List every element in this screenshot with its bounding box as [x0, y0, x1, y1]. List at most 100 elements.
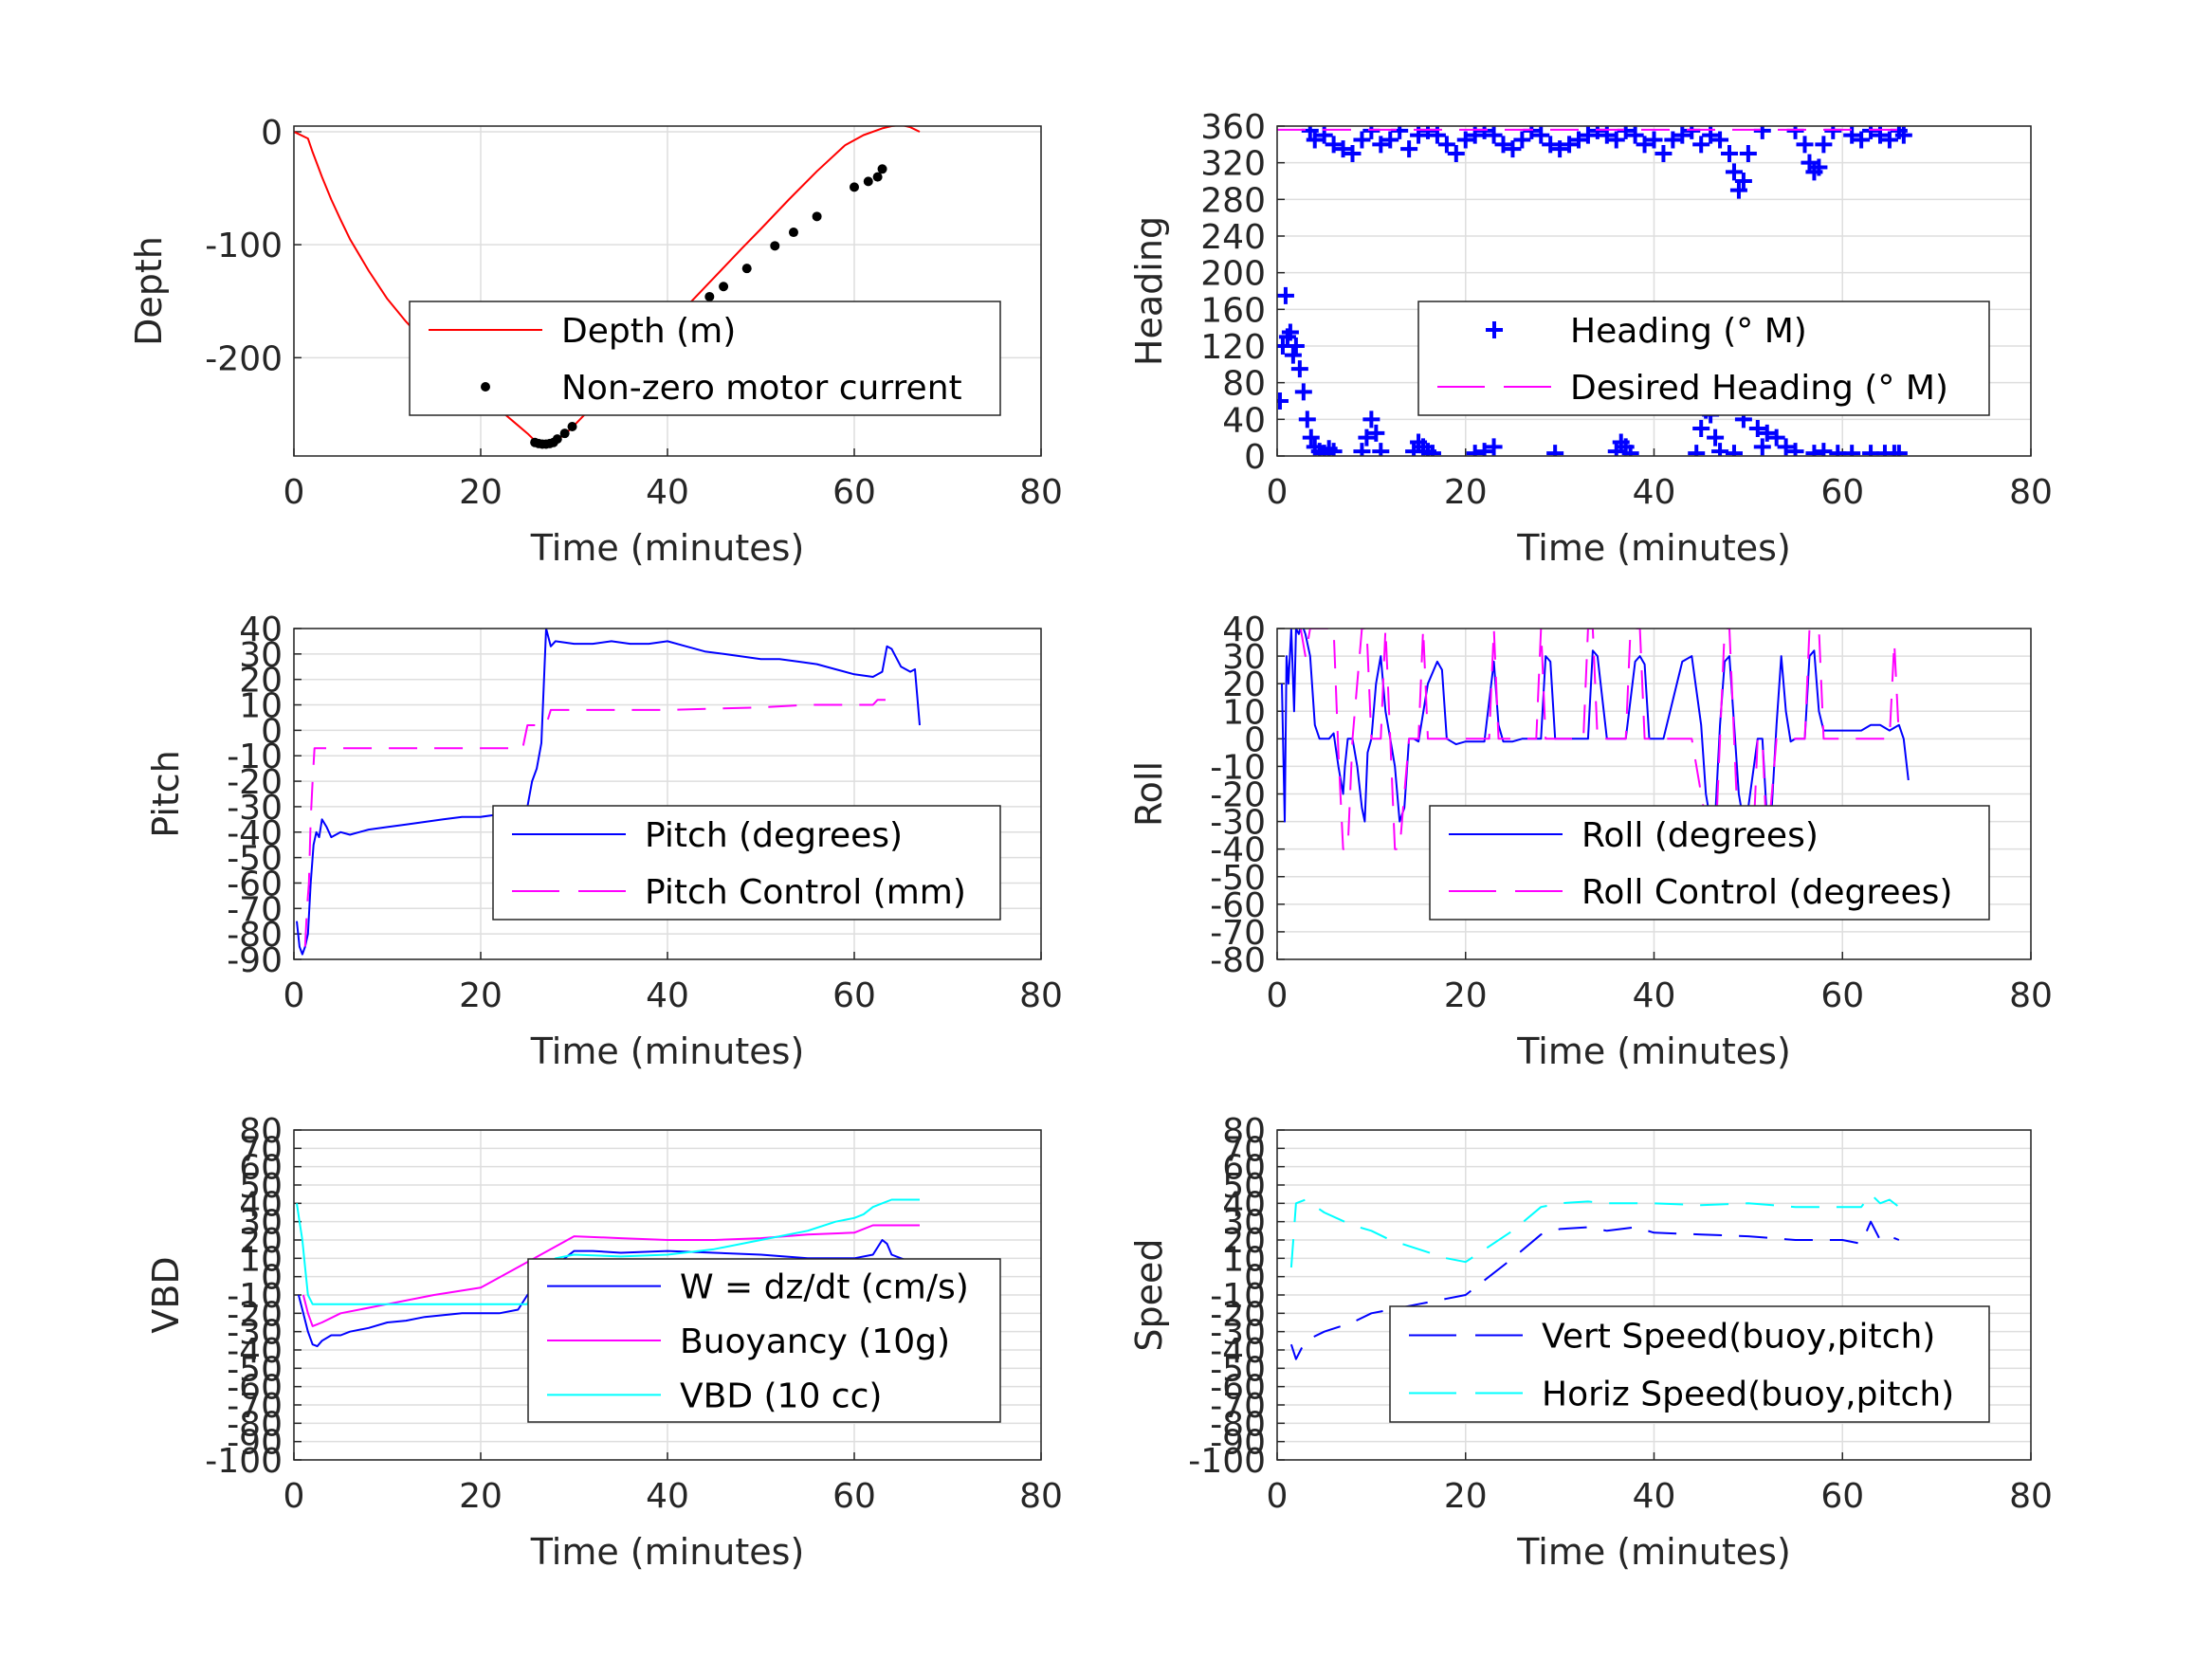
y-tick-label: -80: [1210, 1405, 1266, 1444]
pitch-plot-area: [296, 629, 921, 956]
y-tick-label: -30: [1210, 804, 1266, 843]
y-tick-label: -60: [227, 1369, 283, 1408]
y-tick-label: -20: [1210, 776, 1266, 815]
legend-label: Non-zero motor current: [561, 369, 962, 408]
depth-legend: Depth (m) Non-zero motor current: [409, 301, 1001, 416]
legend-label: Heading (° M): [1570, 312, 1807, 351]
data-point: [863, 176, 873, 187]
data-point: [1880, 131, 1898, 149]
y-tick-label: -50: [227, 840, 283, 879]
data-point: [704, 291, 715, 301]
series-line: [296, 629, 921, 956]
pitch-x-axis-label: Time (minutes): [530, 1030, 805, 1072]
y-tick-label: 50: [239, 1167, 283, 1206]
y-tick-label: 80: [1222, 1112, 1266, 1151]
data-point: [1801, 154, 1819, 172]
x-tick-label: 40: [646, 1477, 689, 1516]
data-point: [1277, 286, 1294, 304]
roll-panel: 0 20 40 60 80403020100-10-20-30-40-50-60-70-…: [1128, 611, 2053, 1072]
data-point: [1542, 136, 1560, 154]
y-tick-label: 30: [239, 1204, 283, 1243]
y-tick-label: -80: [227, 1405, 283, 1444]
data-point: [1437, 136, 1455, 154]
heading-x-axis-label: Time (minutes): [1516, 527, 1791, 569]
data-point: [1504, 140, 1522, 158]
x-tick-label: 60: [832, 1477, 876, 1516]
data-point: [1721, 145, 1738, 162]
x-tick-label: 40: [1633, 1477, 1676, 1516]
data-point: [1423, 445, 1441, 456]
series-line: [1299, 629, 1900, 850]
y-tick-label: -40: [227, 814, 283, 853]
data-point: [1325, 136, 1343, 154]
y-tick-label: 70: [239, 1130, 283, 1169]
data-point: [1358, 428, 1376, 447]
data-point: [1786, 443, 1804, 456]
y-tick-label: 30: [1222, 638, 1266, 677]
legend-box: [409, 301, 1001, 416]
y-tick-label: 120: [1200, 328, 1266, 367]
y-tick-label: -90: [227, 941, 283, 980]
data-point: [1767, 428, 1785, 447]
y-tick-label: 60: [239, 1149, 283, 1188]
y-tick-label: -10: [227, 1277, 283, 1316]
roll-axes-frame: [1276, 628, 2032, 960]
y-tick-label: 280: [1200, 181, 1266, 220]
data-point: [567, 422, 577, 432]
y-tick-label: -80: [227, 916, 283, 955]
y-tick-label: 0: [1244, 1259, 1266, 1298]
data-point: [1277, 392, 1289, 410]
y-tick-label: -40: [1210, 831, 1266, 870]
y-tick-label: 70: [1222, 1130, 1266, 1169]
data-point: [1753, 438, 1771, 456]
data-point: [1334, 140, 1352, 158]
data-point: [1664, 131, 1682, 149]
legend-label: Desired Heading (° M): [1570, 369, 1948, 408]
y-tick-label: 20: [239, 662, 283, 701]
y-tick-label: -10: [1210, 748, 1266, 787]
y-tick-label: -40: [1210, 1332, 1266, 1371]
x-tick-label: 0: [283, 473, 305, 512]
roll-x-axis-label: Time (minutes): [1516, 1030, 1791, 1072]
y-tick-label: 10: [239, 1240, 283, 1279]
x-tick-label: 60: [1820, 976, 1864, 1015]
x-tick-label: 60: [832, 473, 876, 512]
data-point: [1654, 145, 1673, 162]
data-point: [1302, 428, 1320, 447]
data-point: [1621, 445, 1639, 456]
y-tick-label: -50: [227, 1350, 283, 1389]
data-point: [1636, 136, 1654, 154]
vbd-panel: 0 20 40 60 8080706050403020100-10-20-30-40-5…: [145, 1112, 1063, 1573]
heading-y-axis-label: Heading: [1128, 216, 1170, 366]
vbd-series-1: [302, 1224, 920, 1327]
depth-plot-area: [294, 126, 921, 449]
pitch-series-0: [296, 629, 921, 956]
y-tick-label: -30: [227, 789, 283, 828]
x-tick-label: 0: [283, 1477, 305, 1516]
series-line: [302, 1224, 920, 1327]
y-tick-label: -10: [1210, 1277, 1266, 1316]
data-point: [1692, 420, 1710, 437]
x-tick-label: 80: [1019, 473, 1063, 512]
series-line: [1281, 629, 1910, 823]
data-point: [1284, 346, 1302, 364]
data-point: [877, 164, 887, 174]
pitch-panel: 0 20 40 60 80403020100-10-20-30-40-50-60-70-…: [145, 611, 1063, 1072]
data-point: [1400, 140, 1418, 158]
data-point: [1890, 445, 1908, 456]
y-tick-label: 50: [1222, 1167, 1266, 1206]
y-tick-label: 40: [1222, 611, 1266, 649]
heading-legend: Heading (° M) Desired Heading (° M): [1417, 301, 1990, 416]
data-point: [559, 428, 570, 439]
x-tick-label: 40: [1633, 976, 1676, 1015]
vbd-legend: W = dz/dt (cm/s) Buoyancy (10g) VBD (10 cc…: [527, 1258, 1001, 1423]
speed-y-axis-label: Speed: [1128, 1238, 1170, 1351]
data-point: [1725, 445, 1743, 456]
y-tick-label: -20: [227, 1295, 283, 1334]
x-tick-label: 0: [1267, 473, 1289, 512]
heading-panel: 0 20 40 60 8004080120160200240280320360Time …: [1128, 108, 2053, 569]
y-tick-label: 10: [1222, 693, 1266, 732]
heading-plot-area: [1277, 126, 1912, 456]
data-point: [1513, 131, 1531, 149]
x-tick-label: 20: [459, 976, 503, 1015]
